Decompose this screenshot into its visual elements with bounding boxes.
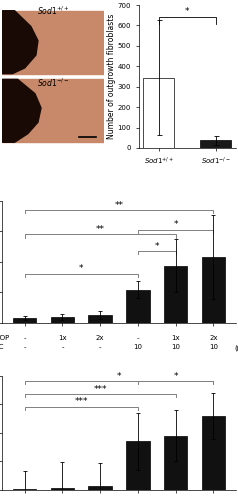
Text: *: *	[173, 372, 178, 381]
Text: -: -	[23, 334, 26, 340]
Polygon shape	[2, 10, 38, 74]
Text: *: *	[117, 372, 121, 381]
Text: 10: 10	[133, 344, 142, 350]
Text: *: *	[154, 242, 159, 250]
Text: -: -	[137, 334, 139, 340]
Bar	[13, 318, 36, 322]
Bar	[200, 140, 231, 148]
Text: -: -	[99, 344, 101, 350]
Bar	[126, 442, 149, 490]
Text: *: *	[79, 264, 84, 274]
Polygon shape	[2, 80, 41, 142]
Bar	[2, 80, 104, 142]
Text: -: -	[61, 344, 64, 350]
Text: **: **	[114, 200, 124, 209]
Text: ***: ***	[93, 384, 107, 394]
Bar	[164, 266, 187, 322]
Text: COP: COP	[0, 334, 10, 340]
Text: 10: 10	[209, 344, 218, 350]
Bar	[51, 317, 74, 322]
Text: 10: 10	[171, 344, 180, 350]
Bar	[202, 257, 225, 322]
Text: **: **	[96, 225, 105, 234]
Text: $Sod1^{+/+}$: $Sod1^{+/+}$	[37, 5, 69, 18]
Text: ***: ***	[74, 398, 88, 406]
Text: 1x: 1x	[171, 334, 180, 340]
Text: $Sod1^{-/-}$: $Sod1^{-/-}$	[37, 76, 69, 89]
Text: VC: VC	[0, 344, 5, 350]
Bar	[51, 488, 74, 490]
Bar	[13, 488, 36, 490]
Text: *: *	[185, 6, 189, 16]
Y-axis label: Number of outgrowth fibroblasts: Number of outgrowth fibroblasts	[107, 14, 116, 139]
Text: 1x: 1x	[58, 334, 67, 340]
Text: 2x: 2x	[96, 334, 104, 340]
Bar	[89, 316, 112, 322]
Bar	[89, 486, 112, 490]
Text: -: -	[23, 344, 26, 350]
Bar	[2, 10, 104, 74]
Bar	[126, 290, 149, 322]
Text: 2x: 2x	[209, 334, 218, 340]
Bar	[164, 436, 187, 490]
Text: (μM): (μM)	[234, 344, 238, 351]
Bar	[202, 416, 225, 490]
Text: *: *	[173, 220, 178, 230]
Bar	[143, 78, 174, 148]
